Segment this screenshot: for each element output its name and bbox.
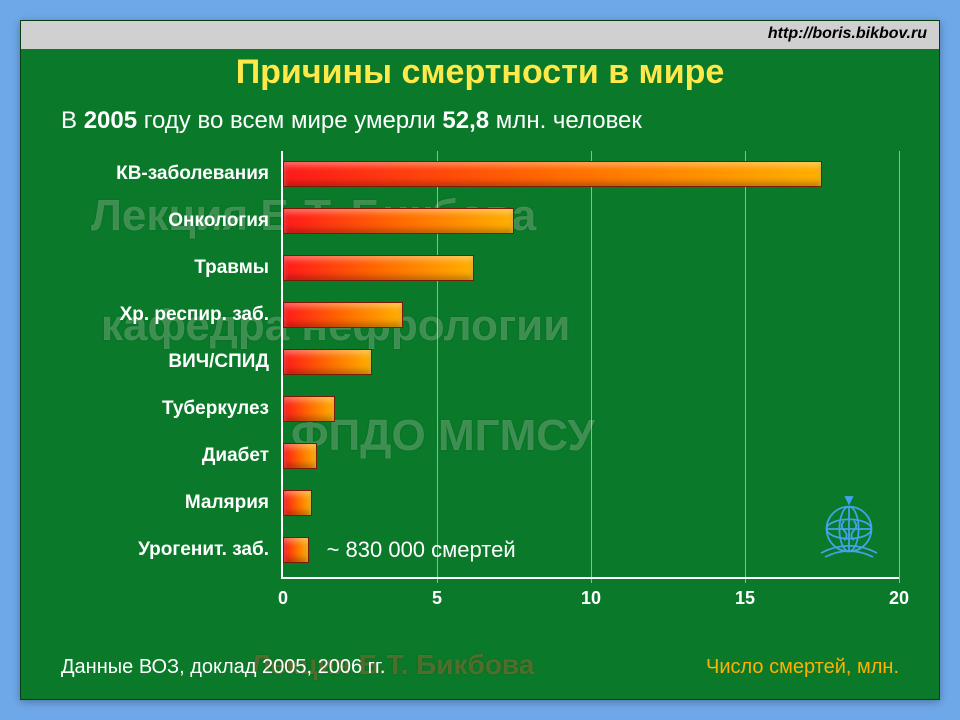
bar: [283, 208, 514, 234]
bar: [283, 490, 312, 516]
bar: [283, 161, 822, 187]
slide: http://boris.bikbov.ru Причины смертност…: [20, 20, 940, 700]
bar: [283, 255, 474, 281]
bar-label: Диабет: [202, 445, 269, 467]
bar-row: Онкология: [283, 206, 899, 236]
bar-row: Урогенит. заб.~ 830 000 смертей: [283, 535, 899, 565]
bar-row: ВИЧ/СПИД: [283, 347, 899, 377]
bar-row: КВ-заболевания: [283, 159, 899, 189]
bar: [283, 537, 309, 563]
bar-row: Хр. респир. заб.: [283, 300, 899, 330]
grid-line: [899, 151, 900, 583]
bar: [283, 349, 372, 375]
bar: [283, 302, 403, 328]
xaxis-title: Число смертей, млн.: [706, 656, 899, 679]
source-text: Данные ВОЗ, доклад 2005, 2006 гг.: [61, 656, 385, 679]
chart-area: 05101520КВ-заболеванияОнкологияТравмыХр.…: [61, 151, 899, 629]
bar-label: Малярия: [185, 492, 269, 514]
who-logo-icon: [809, 489, 889, 569]
bar-annotation: ~ 830 000 смертей: [327, 537, 516, 563]
bar-label: ВИЧ/СПИД: [168, 351, 269, 373]
subtitle-p2: году во всем мире умерли: [137, 107, 442, 134]
bar-label: Туберкулез: [162, 398, 269, 420]
xtick-label: 15: [735, 588, 755, 609]
xtick-label: 5: [432, 588, 442, 609]
bar-label: КВ-заболевания: [116, 163, 269, 185]
bar-row: Диабет: [283, 441, 899, 471]
url-bar: http://boris.bikbov.ru: [21, 21, 939, 49]
subtitle-year: 2005: [84, 107, 137, 134]
slide-title: Причины смертности в мире: [21, 53, 939, 92]
subtitle-total: 52,8: [442, 107, 489, 134]
bar-row: Туберкулез: [283, 394, 899, 424]
bar-label: Травмы: [194, 257, 269, 279]
bar: [283, 443, 317, 469]
bar-row: Малярия: [283, 488, 899, 518]
xtick-label: 0: [278, 588, 288, 609]
url-text: http://boris.bikbov.ru: [768, 25, 927, 42]
bar-label: Онкология: [168, 210, 269, 232]
bar-row: Травмы: [283, 253, 899, 283]
subtitle-p3: млн. человек: [489, 107, 642, 134]
bar: [283, 396, 335, 422]
slide-subtitle: В 2005 году во всем мире умерли 52,8 млн…: [61, 107, 919, 135]
subtitle-p1: В: [61, 107, 84, 134]
xtick-label: 10: [581, 588, 601, 609]
bar-label: Хр. респир. заб.: [120, 304, 269, 326]
bar-label: Урогенит. заб.: [138, 539, 269, 561]
chart-plot: 05101520КВ-заболеванияОнкологияТравмыХр.…: [281, 151, 899, 579]
xtick-label: 20: [889, 588, 909, 609]
